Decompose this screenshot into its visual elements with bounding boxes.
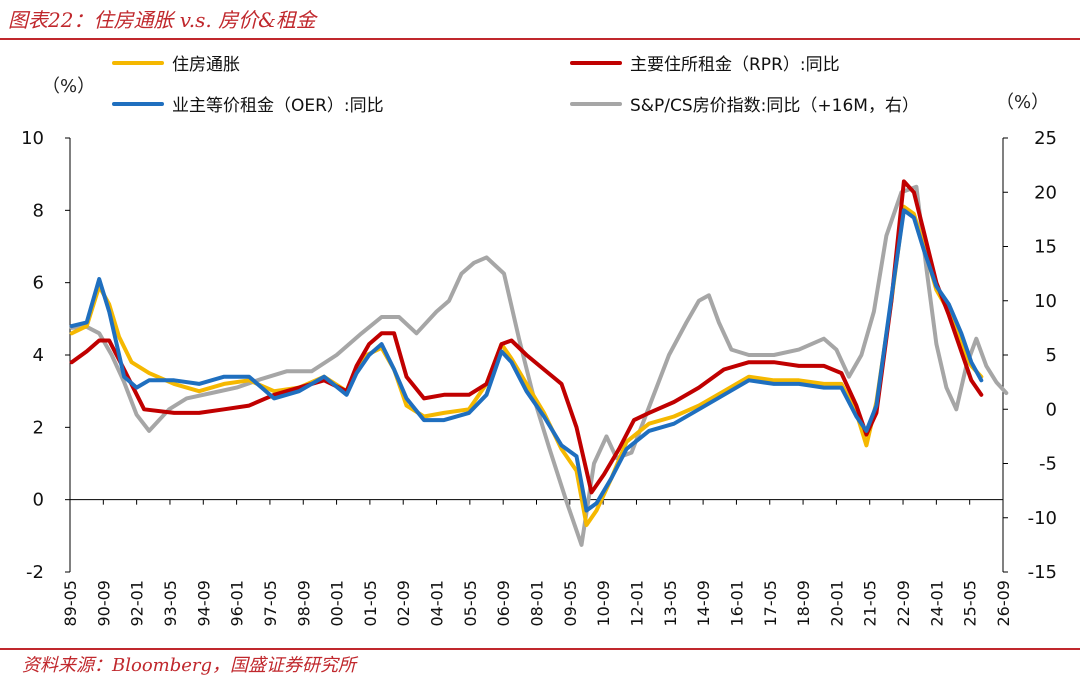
x-tick-label: 96-01 bbox=[228, 580, 247, 627]
legend-oer: 业主等价租金（OER）:同比 bbox=[112, 91, 384, 116]
x-tick-label: 22-09 bbox=[894, 580, 913, 627]
left-tick-label: 0 bbox=[33, 490, 44, 511]
x-tick-label: 00-01 bbox=[328, 580, 347, 627]
x-tick-label: 08-01 bbox=[528, 580, 547, 627]
right-tick-label: 10 bbox=[1034, 291, 1057, 312]
x-tick-label: 90-09 bbox=[94, 580, 113, 627]
x-tick-label: 26-09 bbox=[994, 580, 1013, 627]
x-tick-label: 93-05 bbox=[161, 580, 180, 627]
legend-cs: S&P/CS房价指数:同比（+16M，右） bbox=[570, 91, 919, 116]
legend-rpr: 主要住所租金（RPR）:同比 bbox=[570, 50, 840, 75]
left-tick-label: 10 bbox=[21, 128, 44, 149]
left-axis-unit: （%） bbox=[42, 76, 96, 97]
right-tick-label: 0 bbox=[1046, 399, 1057, 420]
legend-label-oer: 业主等价租金（OER）:同比 bbox=[172, 96, 384, 116]
x-tick-label: 94-09 bbox=[194, 580, 213, 627]
x-tick-label: 06-09 bbox=[494, 580, 513, 627]
x-tick-label: 14-09 bbox=[694, 580, 713, 627]
title-divider bbox=[0, 38, 1080, 40]
legend-label-rpr: 主要住所租金（RPR）:同比 bbox=[630, 55, 840, 75]
chart-title: 图表22：住房通胀 v.s. 房价&租金 bbox=[8, 8, 316, 32]
right-axis-unit: （%） bbox=[996, 92, 1050, 113]
x-tick-label: 17-05 bbox=[761, 580, 780, 627]
right-tick-label: 5 bbox=[1046, 345, 1057, 366]
left-tick-label: 2 bbox=[33, 417, 44, 438]
x-tick-label: 21-05 bbox=[861, 580, 880, 627]
legend-swatch-rpr bbox=[570, 60, 622, 65]
x-tick-label: 13-05 bbox=[661, 580, 680, 627]
x-tick-label: 92-01 bbox=[128, 580, 147, 627]
series-line-cs bbox=[69, 184, 1009, 547]
right-tick-label: -5 bbox=[1039, 454, 1057, 475]
legend-swatch-cs bbox=[570, 101, 622, 106]
x-tick-label: 10-09 bbox=[594, 580, 613, 627]
x-tick-label: 05-05 bbox=[461, 580, 480, 627]
x-tick-label: 16-01 bbox=[727, 580, 746, 627]
x-tick-label: 98-09 bbox=[294, 580, 313, 627]
left-tick-label: 6 bbox=[33, 273, 44, 294]
x-tick-label: 24-01 bbox=[927, 580, 946, 627]
right-tick-label: 15 bbox=[1034, 237, 1057, 258]
right-tick-label: 20 bbox=[1034, 182, 1057, 203]
x-tick-label: 02-09 bbox=[394, 580, 413, 627]
source-note: 资料来源：Bloomberg，国盛证券研究所 bbox=[22, 655, 357, 676]
right-tick-label: -15 bbox=[1028, 562, 1057, 583]
series-line-rpr bbox=[69, 179, 984, 495]
series-line-oer bbox=[69, 208, 984, 513]
legend-swatch-housing bbox=[112, 60, 164, 65]
x-tick-label: 25-05 bbox=[961, 580, 980, 627]
x-tick-label: 04-01 bbox=[428, 580, 447, 627]
legend-swatch-oer bbox=[112, 101, 164, 106]
right-tick-label: -10 bbox=[1028, 508, 1057, 529]
left-tick-label: 4 bbox=[33, 345, 44, 366]
x-tick-label: 89-05 bbox=[61, 580, 80, 627]
x-tick-label: 97-05 bbox=[261, 580, 280, 627]
x-tick-label: 09-05 bbox=[561, 580, 580, 627]
legend-label-housing: 住房通胀 bbox=[172, 55, 240, 75]
x-tick-label: 01-05 bbox=[361, 580, 380, 627]
x-tick-label: 18-09 bbox=[794, 580, 813, 627]
left-tick-label: 8 bbox=[33, 200, 44, 221]
legend-label-cs: S&P/CS房价指数:同比（+16M，右） bbox=[630, 96, 919, 116]
right-tick-label: 25 bbox=[1034, 128, 1057, 149]
legend-housing: 住房通胀 bbox=[112, 50, 240, 75]
x-tick-label: 12-01 bbox=[627, 580, 646, 627]
left-tick-label: -2 bbox=[26, 562, 44, 583]
x-tick-label: 20-01 bbox=[827, 580, 846, 627]
source-divider bbox=[0, 648, 1080, 650]
